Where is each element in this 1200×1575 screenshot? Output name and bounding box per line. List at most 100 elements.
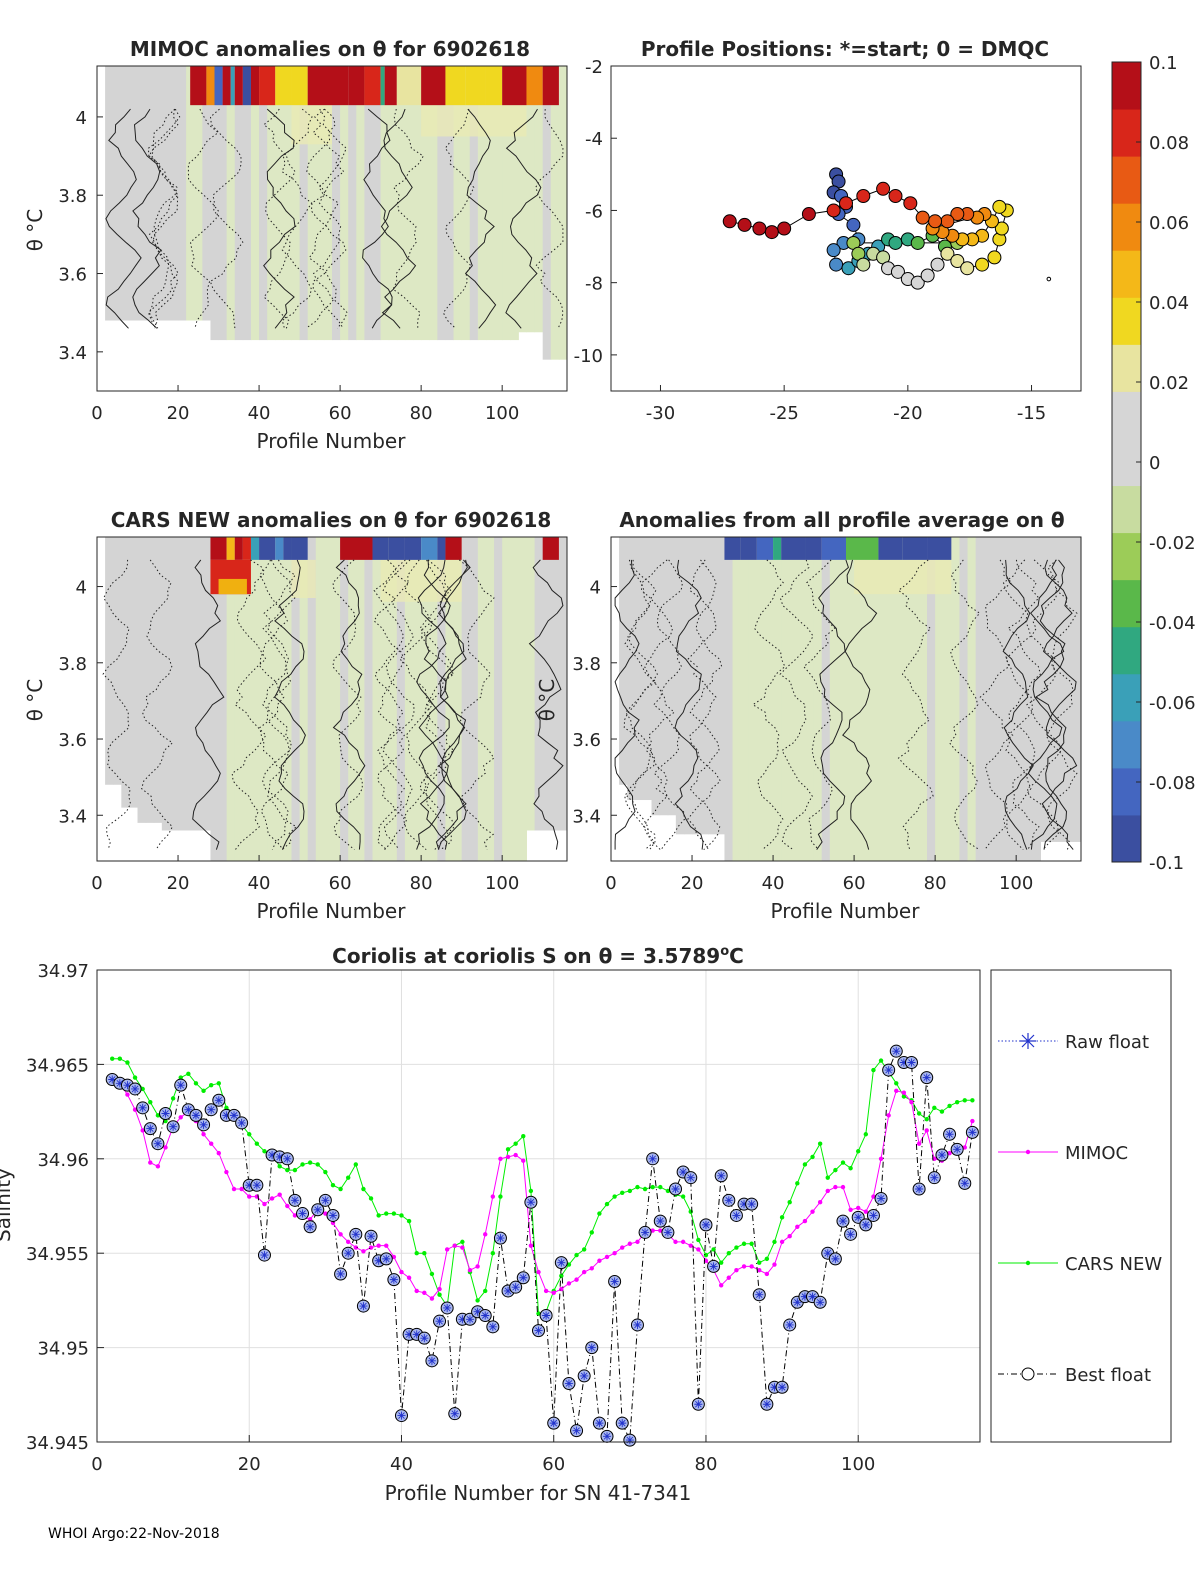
field-column <box>764 537 774 861</box>
data-point <box>863 1209 869 1214</box>
data-point <box>673 1239 678 1245</box>
y-tick-label: 3.4 <box>572 806 601 827</box>
field-column <box>388 537 398 861</box>
anomaly-cell <box>445 66 466 106</box>
profile-position-point <box>940 246 955 261</box>
data-point-raw <box>237 1118 246 1127</box>
field-column <box>1056 537 1066 842</box>
data-point-raw <box>816 1298 825 1307</box>
field-column <box>708 537 717 835</box>
axes-box <box>610 536 1082 862</box>
data-point <box>117 1056 123 1061</box>
x-tick-label: 80 <box>410 403 433 424</box>
field-column <box>307 537 317 861</box>
y-tick-label: 3.8 <box>58 186 87 207</box>
data-point-raw <box>960 1179 969 1188</box>
data-point <box>627 1241 633 1246</box>
field-column <box>534 66 544 333</box>
field-column <box>145 66 155 321</box>
anomaly-cell <box>526 66 543 106</box>
data-point <box>551 1290 556 1296</box>
data-point-raw <box>884 1066 893 1075</box>
data-point <box>467 1267 473 1273</box>
data-point-raw <box>526 1198 535 1207</box>
data-point <box>612 1194 617 1199</box>
data-point-raw <box>892 1047 901 1056</box>
x-tick-label: 40 <box>248 403 271 424</box>
anomaly-cell <box>724 537 741 560</box>
field-column <box>510 66 519 341</box>
data-point-raw <box>610 1277 619 1286</box>
data-point-raw <box>435 1317 444 1326</box>
plot-area <box>97 970 980 1442</box>
data-point-raw <box>176 1081 185 1090</box>
data-point <box>772 1262 777 1267</box>
legend-marker-mimoc <box>1025 1149 1031 1155</box>
profile-position-point <box>915 210 930 225</box>
profile-position-point <box>910 235 925 250</box>
data-point-raw <box>252 1181 261 1190</box>
contour-line <box>674 559 704 850</box>
contour-line <box>332 559 363 850</box>
colorbar-segment <box>1112 767 1141 816</box>
data-point-raw <box>838 1217 847 1226</box>
field-column <box>169 537 179 831</box>
y-tick-label: -4 <box>585 129 603 150</box>
data-point <box>345 1175 351 1180</box>
field-column <box>542 537 552 831</box>
data-point <box>726 1275 732 1280</box>
field-column <box>485 537 495 861</box>
field-column <box>291 537 301 861</box>
field-column <box>453 66 463 341</box>
data-point-raw <box>450 1409 459 1418</box>
contour-line <box>312 108 348 329</box>
contour-line <box>1002 559 1033 850</box>
data-point <box>384 1243 389 1248</box>
data-point-raw <box>504 1286 513 1295</box>
anomaly-cell <box>542 66 559 106</box>
data-point-raw <box>686 1173 695 1182</box>
field-column <box>299 537 309 861</box>
data-point-raw <box>793 1298 802 1307</box>
data-point <box>962 1145 967 1150</box>
contour-line <box>262 559 296 850</box>
data-point <box>452 1243 457 1248</box>
data-point <box>285 1203 290 1209</box>
x-tick-label: 40 <box>762 873 785 894</box>
data-point-raw <box>945 1130 954 1139</box>
data-point-raw <box>701 1220 710 1229</box>
data-point-raw <box>207 1105 216 1114</box>
colorbar-segment <box>1112 532 1141 581</box>
data-point <box>711 1247 716 1252</box>
contour-line <box>505 108 542 329</box>
data-point <box>589 1230 594 1235</box>
field-column <box>837 537 847 861</box>
x-tick-label: 20 <box>167 873 190 894</box>
data-point <box>437 1292 442 1297</box>
x-tick-label: 100 <box>485 403 519 424</box>
anomaly-cell <box>242 66 251 106</box>
data-point <box>483 1288 488 1294</box>
field-patch <box>421 105 527 137</box>
x-tick-label: 20 <box>238 1454 261 1475</box>
anomaly-cell <box>210 537 227 560</box>
data-point-raw <box>169 1122 178 1131</box>
profile-position-point <box>890 264 905 279</box>
field-column <box>805 537 815 861</box>
field-column <box>404 537 414 861</box>
field-column <box>550 537 560 831</box>
contour-line <box>373 559 409 850</box>
data-point-raw <box>488 1322 497 1331</box>
data-point <box>909 1099 914 1105</box>
field-column <box>137 66 147 321</box>
field-column <box>659 537 669 816</box>
contour-line <box>1002 559 1034 850</box>
contour-line <box>948 559 981 851</box>
field-column <box>716 537 725 835</box>
data-point <box>635 1239 640 1245</box>
field-column <box>773 537 782 861</box>
field-column <box>1032 537 1041 861</box>
field-column <box>121 66 130 321</box>
field-column <box>113 66 122 321</box>
data-point <box>353 1245 359 1250</box>
